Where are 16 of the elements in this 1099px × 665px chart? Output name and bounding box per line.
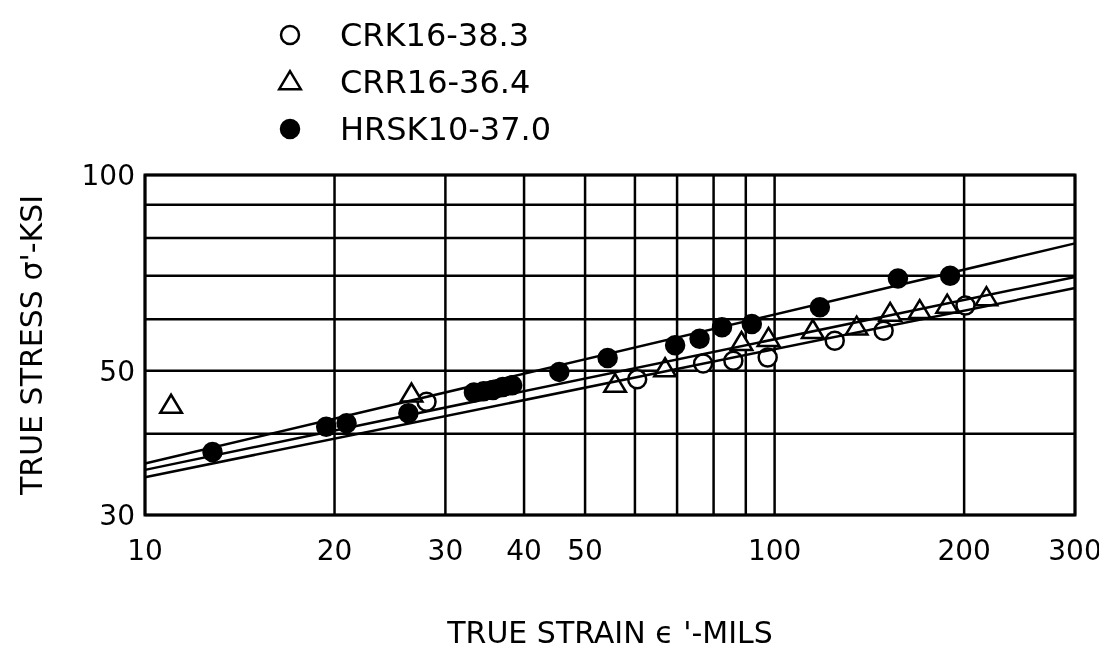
x-tick-label: 30 xyxy=(427,534,464,567)
y-tick-label: 100 xyxy=(81,159,135,192)
legend-label: CRK16-38.3 xyxy=(340,16,530,54)
x-axis-title: TRUE STRAIN ϵ '-MILS xyxy=(446,615,773,650)
x-tick-label: 10 xyxy=(127,534,163,567)
x-tick-label: 300 xyxy=(1048,534,1099,567)
y-axis-title: TRUE STRESS σ'-KSI xyxy=(14,194,49,497)
y-tick-label: 30 xyxy=(99,499,135,532)
x-tick-label: 100 xyxy=(747,534,802,567)
y-tick-label: 50 xyxy=(99,354,135,388)
x-tick-label: 50 xyxy=(567,534,603,567)
legend-label: HRSK10-37.0 xyxy=(340,110,552,148)
x-tick-label: 40 xyxy=(506,534,542,567)
x-tick-label: 200 xyxy=(937,534,991,567)
legend-label: CRR16-36.4 xyxy=(340,63,531,101)
x-tick-label: 20 xyxy=(316,534,353,567)
